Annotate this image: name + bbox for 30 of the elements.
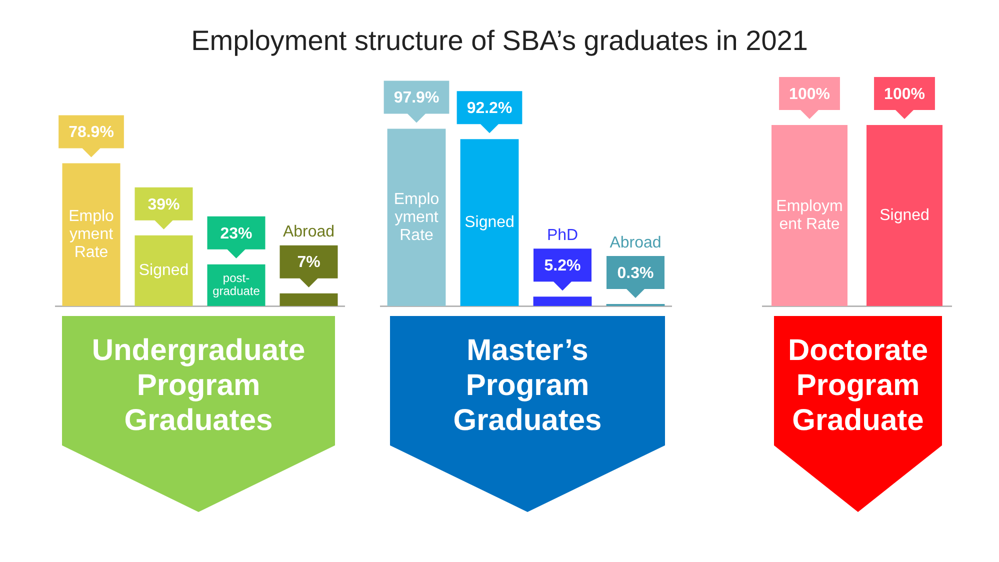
x-tick-label: Abroad: [282, 224, 335, 241]
data-label: 23%: [220, 225, 252, 242]
x-axis-title: Master’s Program Graduates: [452, 333, 603, 438]
x-tick-label: Abroad: [610, 234, 662, 252]
x-axis-title: Doctorate Program Graduate: [786, 333, 930, 438]
x-axis-title: Undergraduate Program Graduates: [90, 333, 306, 438]
data-label: 39%: [148, 196, 180, 214]
x-tick-label: Signed: [138, 262, 189, 280]
bar: [460, 139, 519, 306]
x-tick-label: Signed: [880, 206, 930, 224]
data-label: 5.2%: [544, 257, 581, 274]
data-label: 78.9%: [68, 124, 114, 142]
bar: [134, 235, 193, 306]
data-label: 100%: [884, 86, 925, 103]
x-tick-label: PhD: [546, 226, 578, 244]
data-label: 92.2%: [466, 100, 512, 118]
bar: [387, 128, 446, 306]
bar: [62, 163, 120, 306]
data-label: 100%: [789, 86, 830, 103]
x-tick-label: Employment Rate: [394, 190, 440, 244]
data-label: 0.3%: [617, 264, 654, 282]
bar: [533, 296, 592, 306]
text: Employment structure of SBA’s graduates in 2021: [190, 25, 809, 57]
x-tick-label: post-graduate: [212, 270, 260, 298]
x-tick-label: Employment Rate: [68, 208, 114, 261]
data-label: 7%: [297, 254, 320, 272]
bar: [280, 293, 338, 306]
x-tick-label: Employment Rate: [776, 198, 843, 233]
data-label: 97.9%: [394, 90, 440, 107]
x-tick-label: Signed: [464, 214, 514, 231]
